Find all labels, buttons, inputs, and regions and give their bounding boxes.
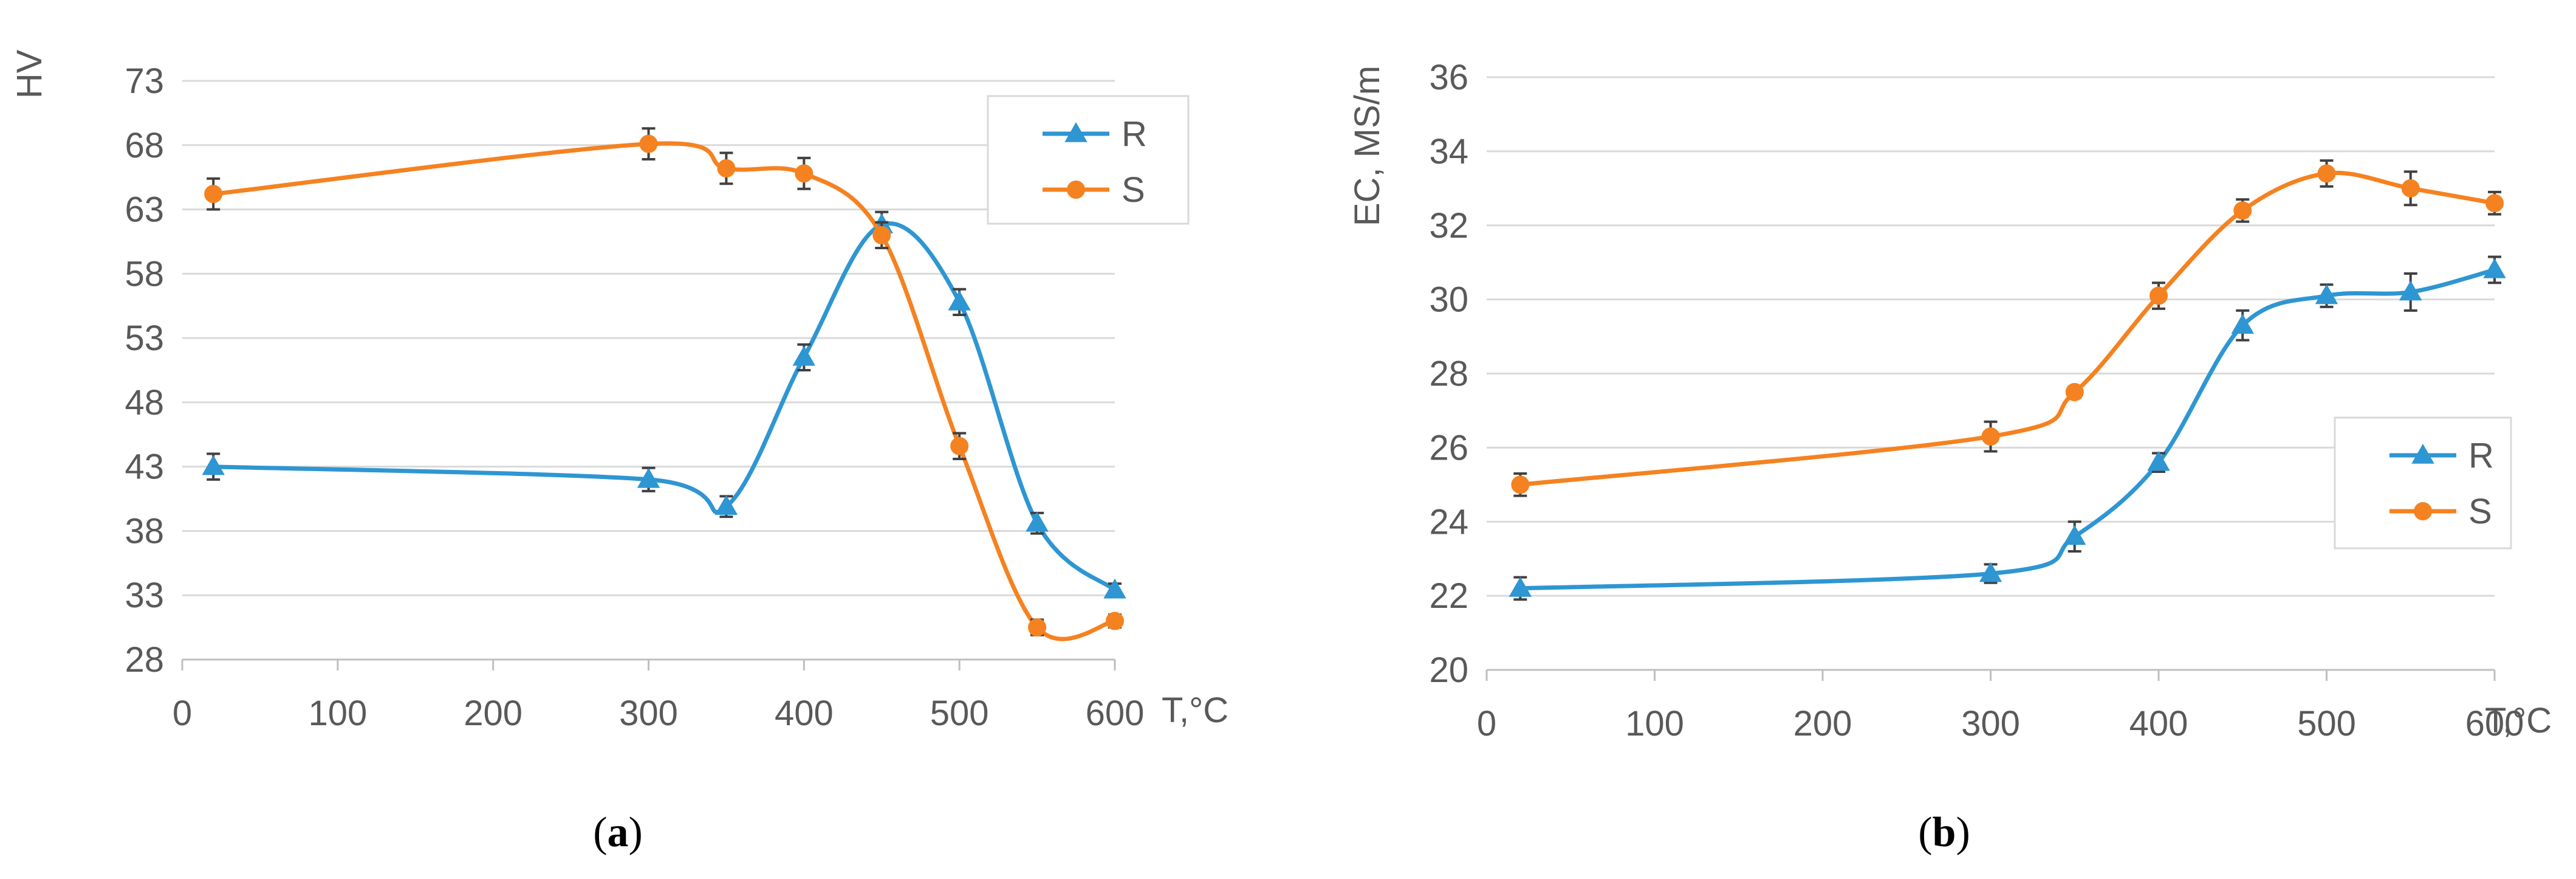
y-tick-label: 53 <box>125 319 164 358</box>
x-tick-label: 200 <box>1793 704 1852 743</box>
data-point-S <box>1981 427 2000 446</box>
data-point-S <box>1028 618 1047 637</box>
data-point-S <box>795 164 814 183</box>
legend-marker-S <box>2414 502 2432 520</box>
caption-open: ( <box>1918 809 1932 856</box>
x-tick-label: 500 <box>2297 704 2356 743</box>
y-axis-label: EC, MS/m <box>1348 66 1387 226</box>
x-axis-label: T,°C <box>2485 701 2552 740</box>
x-tick-label: 600 <box>2465 704 2524 743</box>
data-point-S <box>204 185 223 204</box>
series-line-R <box>213 221 1117 592</box>
data-point-R <box>714 495 738 515</box>
data-point-R <box>1509 576 1532 597</box>
data-point-S <box>2150 286 2168 305</box>
y-tick-label: 28 <box>1429 354 1468 394</box>
legend-label-R: R <box>1122 114 1147 154</box>
data-point-R <box>792 345 816 366</box>
y-tick-label: 38 <box>125 511 164 551</box>
data-point-S <box>2233 201 2252 220</box>
y-tick-label: 24 <box>1429 502 1468 542</box>
x-tick-label: 400 <box>2129 704 2188 743</box>
data-point-R <box>2399 280 2422 301</box>
legend-marker-R <box>1064 122 1088 142</box>
x-tick-label: 100 <box>308 694 367 733</box>
x-tick-label: 200 <box>464 694 522 733</box>
data-point-R <box>1979 562 2002 582</box>
caption-open: ( <box>593 809 607 856</box>
y-tick-label: 28 <box>125 640 164 680</box>
y-tick-label: 22 <box>1429 576 1468 616</box>
data-point-S <box>1511 475 1530 494</box>
series-S <box>1511 159 2504 497</box>
data-point-R <box>1026 511 1049 532</box>
data-point-S <box>2065 382 2084 401</box>
x-tick-label: 300 <box>619 694 678 733</box>
y-tick-label: 43 <box>125 447 164 487</box>
data-point-S <box>1106 612 1124 630</box>
y-tick-label: 36 <box>1429 58 1468 97</box>
caption-close: ) <box>1956 809 1970 856</box>
data-point-R <box>2315 284 2338 305</box>
data-point-R <box>1103 578 1126 599</box>
legend-label-S: S <box>2468 492 2492 531</box>
data-point-S <box>2485 194 2504 213</box>
data-point-R <box>2147 450 2170 471</box>
y-tick-label: 48 <box>125 383 164 422</box>
series-R <box>202 210 1126 599</box>
data-point-S <box>2317 164 2336 183</box>
legend-box <box>2334 416 2512 550</box>
caption-close: ) <box>629 809 643 856</box>
y-tick-label: 34 <box>1429 132 1468 171</box>
x-tick-label: 100 <box>1625 704 1684 743</box>
legend-marker-R <box>2411 443 2434 464</box>
data-point-R <box>2483 258 2506 278</box>
data-point-R <box>2063 525 2086 545</box>
series-line-S <box>213 141 1115 641</box>
y-tick-label: 73 <box>125 61 164 101</box>
data-point-R <box>2231 314 2254 334</box>
y-tick-label: 33 <box>125 576 164 615</box>
series-R <box>1509 255 2506 601</box>
y-tick-label: 32 <box>1429 206 1468 246</box>
panel-caption: (b) <box>1918 809 1970 856</box>
series-S <box>204 127 1124 641</box>
data-point-S <box>717 159 736 178</box>
series-line-S <box>1519 170 2495 487</box>
data-point-R <box>637 467 660 488</box>
y-axis-label: HV <box>10 49 49 98</box>
data-point-R <box>202 455 225 475</box>
y-tick-label: 20 <box>1429 650 1468 690</box>
x-tick-label: 0 <box>173 694 192 733</box>
data-point-R <box>948 290 971 311</box>
legend: RS <box>2334 416 2512 550</box>
x-axis-label: T,°C <box>1162 691 1228 730</box>
legend-marker-S <box>1067 181 1085 199</box>
y-tick-label: 58 <box>125 254 164 294</box>
data-point-S <box>872 226 891 244</box>
caption-letter: b <box>1933 809 1956 856</box>
y-tick-label: 26 <box>1429 428 1468 467</box>
data-point-S <box>2401 179 2420 198</box>
legend-label-S: S <box>1122 170 1145 210</box>
x-tick-label: 600 <box>1086 694 1145 733</box>
x-tick-label: 500 <box>930 694 989 733</box>
legend-box <box>987 95 1190 225</box>
data-point-S <box>950 436 969 455</box>
legend-label-R: R <box>2468 436 2494 475</box>
chart-panel-b: 20 22 24 26 28 30 32 34 36 0 100 200 300 400 500 600 EC,… <box>1348 58 2552 856</box>
y-tick-label: 30 <box>1429 280 1468 320</box>
legend: RS <box>987 95 1190 225</box>
x-tick-label: 300 <box>1961 704 2020 743</box>
y-tick-label: 63 <box>125 190 164 230</box>
caption-letter: a <box>608 809 629 856</box>
y-tick-label: 68 <box>125 126 164 165</box>
panel-caption: (a) <box>593 809 643 856</box>
chart-panel-a: 28 33 38 43 48 53 58 63 68 73 0 100 200 300 400 500 600 H… <box>10 49 1228 856</box>
x-tick-label: 400 <box>775 694 834 733</box>
x-tick-label: 0 <box>1477 704 1496 743</box>
data-point-S <box>639 134 658 153</box>
